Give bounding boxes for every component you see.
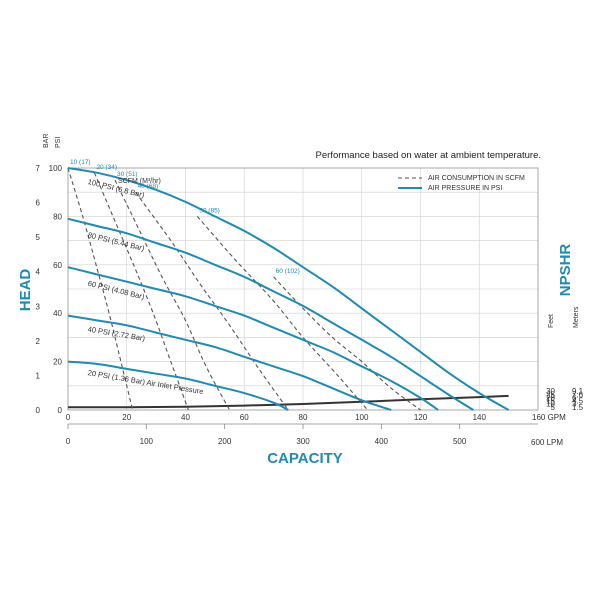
gpm-tick-label: 120 — [414, 413, 428, 422]
air-consumption-line — [135, 191, 289, 411]
psi-tick-label: 100 — [49, 164, 63, 173]
lpm-tick-label: 400 — [375, 437, 389, 446]
bar-tick-label: 2 — [36, 337, 41, 346]
air-pressure-label: 60 PSI (4.08 Bar) — [87, 279, 146, 302]
npshr-feet-tick-label: 25 — [546, 390, 555, 399]
npshr-meter-tick-label: 9.1 — [572, 387, 584, 396]
legend-consumption-label: AIR CONSUMPTION IN SCFM — [428, 175, 525, 182]
npshr-meter-tick-label: 1.5 — [572, 403, 584, 412]
air-pressure-line — [67, 360, 289, 411]
npshr-feet-tick-label: 30 — [546, 387, 555, 396]
gpm-tick-label: 140 — [473, 413, 487, 422]
air-pressure-line — [67, 217, 474, 411]
air-consumption-curves: 10 (17)20 (34)30 (51)40 (68)50 (85)60 (1… — [67, 159, 421, 411]
air-consumption-line — [114, 179, 231, 411]
air-consumption-line — [93, 172, 189, 411]
bar-tick-label: 1 — [36, 371, 41, 380]
npshr-feet-tick-label: 5 — [551, 403, 556, 412]
head-axis-title: HEAD — [17, 269, 34, 312]
air-pressure-line — [67, 314, 392, 411]
meters-unit-label: Meters — [573, 306, 580, 328]
npshr-feet-tick-label: 15 — [546, 397, 555, 406]
npshr-axis-title: NPSHR — [557, 244, 574, 297]
air-pressure-label: 80 PSI (5.44 Bar) — [87, 230, 146, 253]
feet-unit-label: Feet — [548, 314, 555, 328]
bar-tick-label: 4 — [36, 268, 41, 277]
capacity-axis-title: CAPACITY — [267, 450, 343, 467]
npshr-feet-tick-label: 20 — [546, 393, 555, 402]
lpm-tick-label: 0 — [66, 437, 71, 446]
psi-tick-label: 60 — [53, 261, 62, 270]
npshr-meter-tick-label: 6 — [572, 393, 577, 402]
lpm-tick-label: 100 — [140, 437, 154, 446]
scfm-unit-label: SCFM (M³/hr) — [118, 178, 161, 185]
gpm-tick-label: 40 — [181, 413, 190, 422]
npshr-curve — [67, 394, 509, 409]
npshr-meter-tick-label: 7.6 — [572, 390, 584, 399]
gpm-tick-label: 20 — [122, 413, 131, 422]
legend: AIR CONSUMPTION IN SCFM AIR PRESSURE IN … — [398, 175, 525, 192]
lpm-unit-label: 600 LPM — [531, 438, 563, 447]
gpm-tick-label: 60 — [240, 413, 249, 422]
bar-tick-label: 6 — [36, 199, 41, 208]
gpm-tick-label: 80 — [299, 413, 308, 422]
gpm-unit-label: 160 GPM — [532, 413, 566, 422]
air-consumption-label: 20 (34) — [96, 164, 117, 171]
bar-tick-label: 7 — [36, 164, 41, 173]
psi-tick-label: 80 — [53, 212, 62, 221]
air-consumption-line — [67, 167, 134, 411]
air-consumption-label: 30 (51) — [117, 171, 138, 178]
air-consumption-label: 10 (17) — [70, 159, 91, 166]
npshr-feet-tick-label: 10 — [546, 400, 555, 409]
psi-tick-label: 40 — [53, 309, 62, 318]
bar-tick-label: 5 — [36, 233, 41, 242]
legend-pressure-label: AIR PRESSURE IN PSI — [428, 185, 502, 192]
npshr-meter-tick-label: 3 — [572, 400, 577, 409]
air-consumption-label: 50 (85) — [199, 207, 220, 214]
lpm-tick-label: 500 — [453, 437, 467, 446]
air-consumption-label: 60 (102) — [276, 268, 300, 275]
bar-unit-label: BAR — [43, 134, 50, 148]
psi-tick-label: 20 — [53, 358, 62, 367]
gpm-tick-label: 100 — [355, 413, 369, 422]
air-pressure-line — [67, 266, 439, 411]
air-consumption-line — [196, 216, 369, 411]
psi-unit-label: PSI — [55, 137, 62, 148]
lpm-tick-label: 200 — [218, 437, 232, 446]
air-pressure-line — [67, 167, 510, 411]
bar-tick-label: 0 — [36, 406, 41, 415]
plot-frame — [67, 167, 539, 411]
lpm-tick-label: 300 — [296, 437, 310, 446]
chart-title: Performance based on water at ambient te… — [316, 150, 541, 161]
gpm-tick-label: 0 — [66, 413, 71, 422]
npshr-line — [67, 394, 509, 409]
psi-tick-label: 0 — [58, 406, 63, 415]
npshr-meter-tick-label: 4.5 — [572, 397, 584, 406]
bar-tick-label: 3 — [36, 302, 41, 311]
